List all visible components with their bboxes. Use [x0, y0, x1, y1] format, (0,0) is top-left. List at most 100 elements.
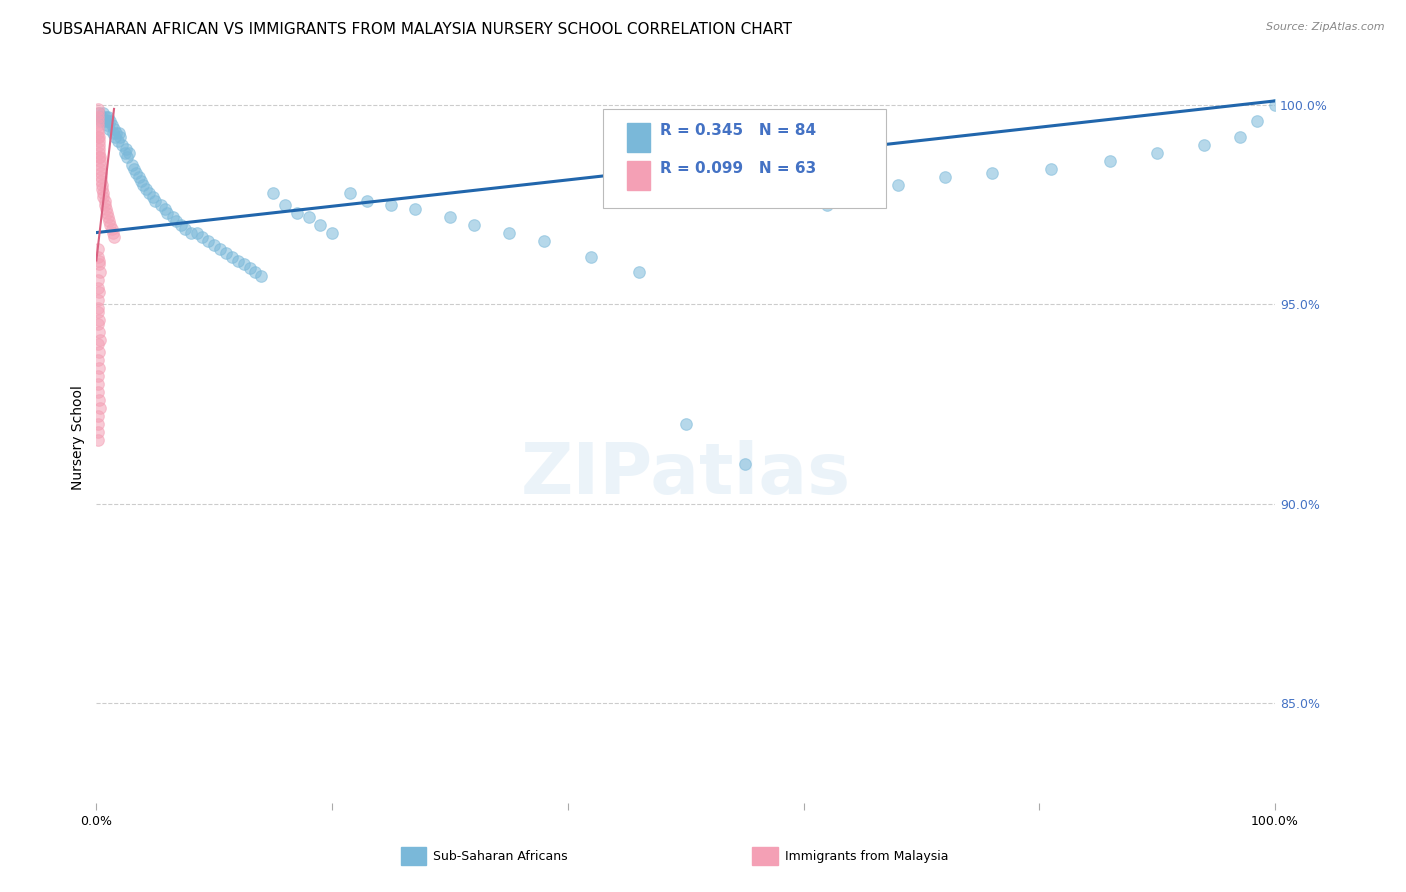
Point: [86, 281, 108, 295]
Point: [186, 226, 208, 240]
Point: [107, 134, 129, 148]
Point: [100, 221, 122, 235]
Point: [90, 113, 112, 128]
Point: [339, 186, 361, 200]
Point: [86, 433, 108, 447]
Point: [90, 169, 112, 184]
Point: [89, 334, 111, 348]
Point: [87, 137, 110, 152]
Point: [87, 150, 110, 164]
Point: [86, 273, 108, 287]
Point: [86, 118, 108, 132]
Point: [132, 178, 155, 192]
Point: [86, 250, 108, 264]
Point: [250, 269, 273, 284]
Point: [89, 401, 111, 416]
Point: [125, 166, 148, 180]
Point: [91, 178, 114, 192]
Point: [170, 218, 193, 232]
Point: [221, 250, 243, 264]
Point: [86, 353, 108, 368]
Point: [100, 113, 122, 128]
Point: [86, 129, 108, 144]
Point: [87, 285, 110, 300]
Point: [87, 145, 110, 160]
Point: [107, 126, 129, 140]
Point: [226, 253, 249, 268]
Point: [734, 457, 756, 471]
Point: [93, 106, 115, 120]
Point: [129, 174, 152, 188]
Point: [111, 137, 134, 152]
Point: [215, 245, 238, 260]
Point: [114, 145, 136, 160]
Point: [153, 202, 176, 216]
Point: [439, 210, 461, 224]
Point: [156, 205, 179, 219]
Point: [581, 250, 603, 264]
Point: [104, 129, 127, 144]
Point: [274, 197, 297, 211]
Point: [100, 118, 122, 132]
Point: [1229, 129, 1251, 144]
Point: [121, 158, 143, 172]
Point: [115, 150, 138, 164]
Point: [91, 182, 114, 196]
Point: [101, 126, 124, 140]
Point: [232, 258, 254, 272]
Point: [87, 106, 110, 120]
Point: [1264, 98, 1286, 112]
Point: [150, 197, 173, 211]
Point: [86, 417, 108, 431]
Point: [93, 189, 115, 203]
Point: [1146, 145, 1168, 160]
Point: [87, 258, 110, 272]
Point: [675, 417, 697, 431]
Point: [98, 121, 121, 136]
Point: [180, 226, 202, 240]
Point: [89, 265, 111, 279]
Point: [97, 110, 120, 124]
Text: R = 0.099   N = 63: R = 0.099 N = 63: [659, 161, 815, 176]
Point: [87, 345, 110, 359]
Point: [86, 377, 108, 392]
Point: [321, 226, 343, 240]
Point: [103, 121, 125, 136]
Point: [103, 229, 125, 244]
Point: [981, 166, 1004, 180]
Point: [94, 202, 117, 216]
Point: [239, 261, 262, 276]
Point: [245, 265, 267, 279]
Point: [87, 142, 110, 156]
Point: [87, 361, 110, 376]
Point: [114, 142, 136, 156]
Point: [209, 242, 232, 256]
FancyBboxPatch shape: [627, 161, 651, 190]
Point: [93, 197, 115, 211]
Y-axis label: Nursery School: Nursery School: [72, 385, 86, 491]
Text: R = 0.345   N = 84: R = 0.345 N = 84: [659, 122, 815, 137]
Text: ZIPatlas: ZIPatlas: [520, 440, 851, 509]
Point: [87, 134, 110, 148]
Point: [86, 293, 108, 308]
Point: [1194, 137, 1216, 152]
Point: [97, 210, 120, 224]
Point: [94, 110, 117, 124]
Point: [309, 218, 332, 232]
Text: Source: ZipAtlas.com: Source: ZipAtlas.com: [1267, 22, 1385, 32]
Text: SUBSAHARAN AFRICAN VS IMMIGRANTS FROM MALAYSIA NURSERY SCHOOL CORRELATION CHART: SUBSAHARAN AFRICAN VS IMMIGRANTS FROM MA…: [42, 22, 792, 37]
Point: [87, 326, 110, 340]
Point: [93, 186, 115, 200]
Point: [86, 106, 108, 120]
Point: [627, 265, 650, 279]
Point: [86, 369, 108, 384]
Point: [89, 158, 111, 172]
Point: [142, 189, 165, 203]
Point: [87, 253, 110, 268]
Point: [86, 110, 108, 124]
Point: [89, 161, 111, 176]
Point: [122, 161, 145, 176]
Point: [87, 393, 110, 408]
Point: [1098, 153, 1121, 168]
Point: [143, 194, 166, 208]
